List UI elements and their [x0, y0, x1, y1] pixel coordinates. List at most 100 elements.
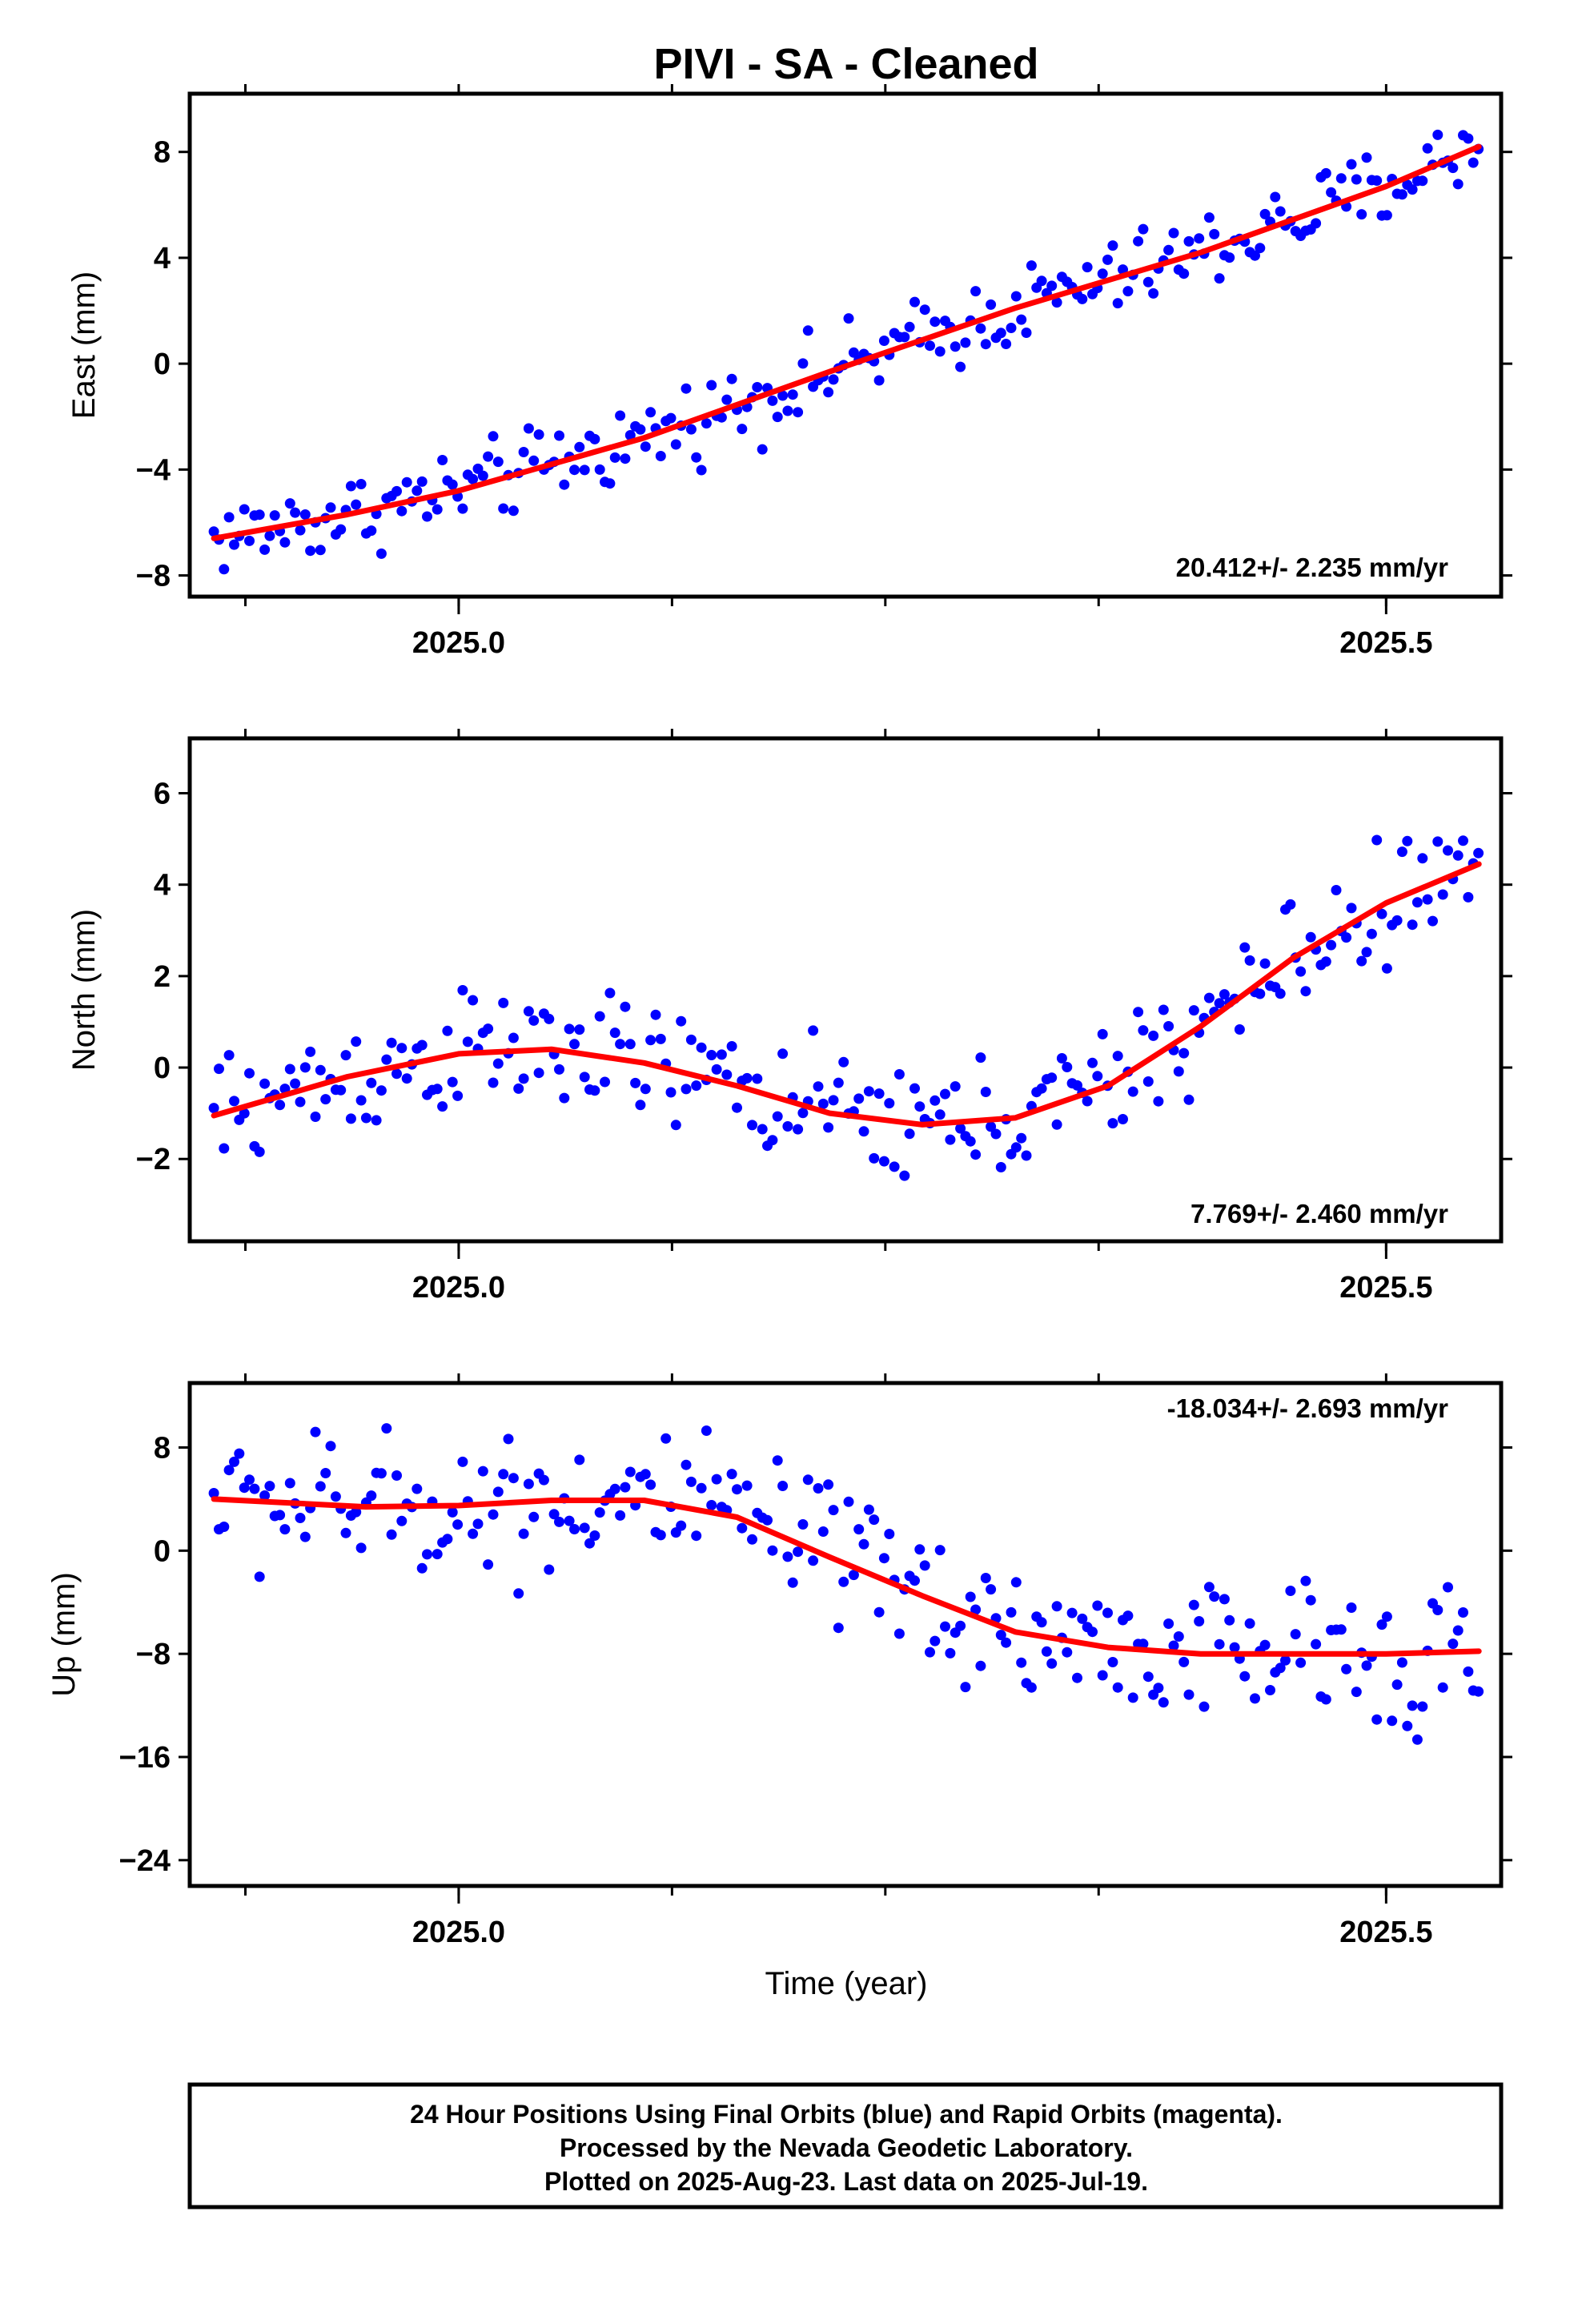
data-point [223, 512, 235, 523]
data-point [422, 511, 432, 522]
data-point [762, 1514, 773, 1526]
data-point [498, 503, 509, 514]
data-point [919, 1560, 930, 1571]
data-point [1178, 1047, 1190, 1059]
data-point [1127, 1692, 1138, 1703]
data-point [295, 1513, 306, 1523]
data-point [244, 1474, 255, 1486]
data-point [1234, 1024, 1245, 1035]
model-fit-line [211, 861, 1482, 1128]
data-point [767, 395, 778, 406]
data-point [833, 1077, 844, 1088]
data-point [1396, 1657, 1407, 1668]
data-point [604, 478, 616, 489]
data-point [1432, 1605, 1443, 1615]
data-point [980, 1573, 991, 1583]
data-point [533, 429, 544, 440]
data-point [1112, 1682, 1123, 1693]
data-point [1396, 189, 1407, 200]
data-point [615, 1510, 626, 1521]
data-point [1265, 1685, 1275, 1695]
data-point [696, 1042, 707, 1053]
data-point [1046, 1072, 1058, 1084]
data-point [528, 455, 540, 466]
data-point [472, 1518, 484, 1530]
data-point [412, 1483, 423, 1494]
data-point [884, 1098, 895, 1109]
data-point [284, 1063, 295, 1075]
data-point [452, 1519, 464, 1530]
data-point [787, 1577, 798, 1588]
data-point [254, 1571, 265, 1582]
data-point [1062, 1062, 1073, 1072]
data-point [772, 412, 783, 423]
data-point [980, 339, 991, 350]
data-point [665, 412, 677, 424]
data-point [219, 564, 230, 575]
data-point [706, 1050, 717, 1060]
data-point [208, 526, 219, 537]
data-point [391, 1470, 402, 1481]
data-point [548, 1509, 560, 1520]
x-tick-label: 2025.0 [412, 1271, 505, 1305]
data-point [620, 1001, 631, 1012]
data-point [447, 1076, 458, 1088]
data-point [412, 485, 423, 497]
data-point [813, 1483, 824, 1494]
y-tick-label: 0 [154, 348, 171, 381]
data-point [219, 1522, 230, 1532]
data-point [965, 1136, 976, 1147]
data-point [1305, 931, 1316, 943]
data-point [945, 1134, 956, 1145]
data-point [1219, 1594, 1230, 1605]
data-point [264, 530, 275, 541]
data-point [869, 1152, 880, 1164]
data-point [1285, 899, 1296, 910]
data-point [1082, 1096, 1093, 1107]
data-point [533, 1068, 544, 1079]
data-point [1244, 955, 1255, 966]
data-point [259, 544, 271, 555]
data-point [579, 1072, 590, 1083]
data-point [726, 373, 737, 384]
y-tick-label: −24 [119, 1844, 171, 1878]
data-point [1473, 1686, 1484, 1697]
data-point [1077, 293, 1088, 304]
y-tick-label: 8 [154, 1432, 171, 1466]
data-point [813, 1081, 824, 1092]
data-point [696, 464, 707, 476]
data-point [1133, 1007, 1144, 1018]
data-point [554, 1516, 564, 1527]
data-point [1331, 885, 1342, 895]
data-point [797, 358, 809, 369]
data-point [1041, 1646, 1052, 1657]
data-point [878, 1553, 889, 1564]
data-point [320, 1094, 331, 1105]
data-point [462, 1036, 473, 1047]
data-point [1138, 1638, 1149, 1650]
data-point [1051, 297, 1062, 308]
data-point [711, 1474, 722, 1485]
data-point [401, 476, 412, 488]
data-point [1194, 233, 1205, 244]
data-point [279, 1524, 291, 1535]
data-point [1381, 963, 1392, 974]
data-point [1224, 252, 1235, 263]
data-point [914, 1101, 926, 1112]
data-point [396, 1043, 408, 1054]
data-point [1092, 1600, 1103, 1611]
model-fit-line [211, 1496, 1482, 1657]
data-point [275, 1510, 286, 1521]
data-point [934, 1545, 946, 1556]
data-point [995, 328, 1006, 339]
data-point [1295, 966, 1307, 977]
data-point [447, 479, 458, 490]
y-axis-label: East (mm) [66, 271, 102, 419]
data-point [1112, 298, 1123, 309]
data-point [1417, 853, 1428, 864]
plot-frame [187, 1381, 1504, 1888]
data-point [1102, 254, 1113, 265]
data-point [1046, 280, 1058, 292]
data-point [345, 1113, 356, 1124]
data-point [1447, 1638, 1459, 1650]
